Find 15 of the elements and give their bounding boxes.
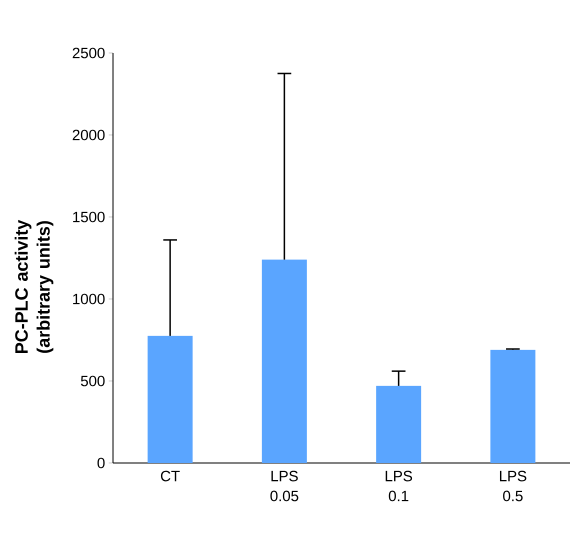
- y-tick-label: 2000: [72, 130, 105, 140]
- y-tick-label: 0: [98, 458, 105, 468]
- x-tick-label: LPS 0.1: [386, 470, 412, 502]
- x-tick-label: CT: [160, 470, 180, 482]
- bar: [490, 350, 536, 463]
- y-tick-label: 1000: [73, 294, 105, 304]
- bar: [262, 260, 307, 463]
- bar: [148, 336, 193, 463]
- x-tick-label: LPS 0.5: [500, 470, 526, 502]
- y-axis-title: PC-PLC activity (arbitrary units): [14, 220, 54, 354]
- y-tick-label: 1500: [73, 212, 105, 222]
- bar: [376, 386, 422, 463]
- y-tick-label: 2500: [72, 48, 105, 58]
- y-tick-label: 500: [80, 376, 105, 386]
- x-tick-label: LPS 0.05: [270, 470, 298, 502]
